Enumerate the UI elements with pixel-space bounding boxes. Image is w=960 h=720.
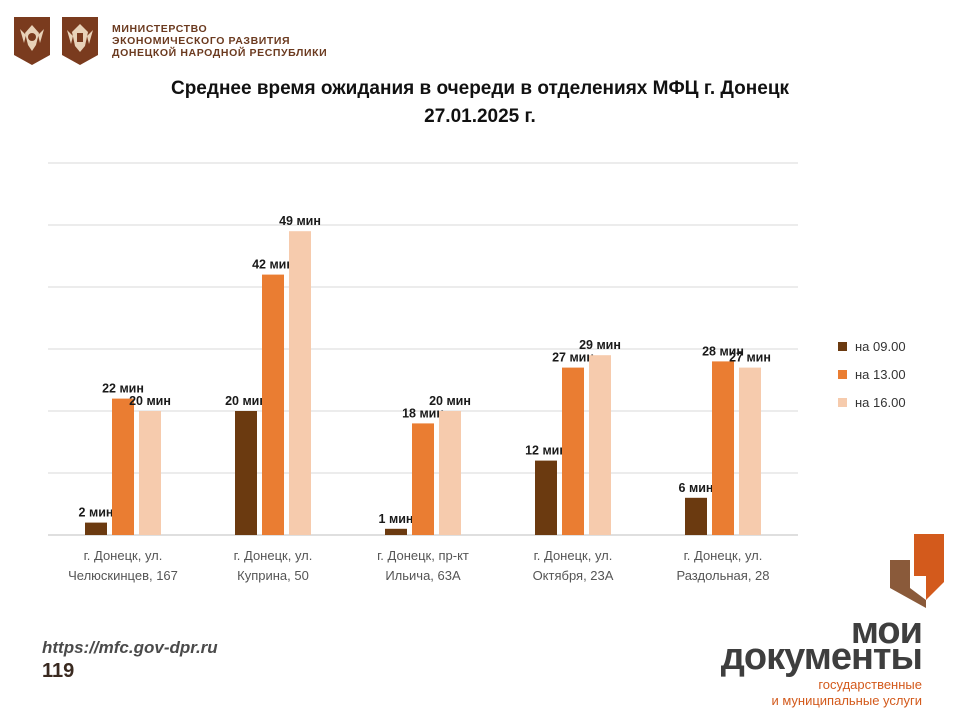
data-label: 22 мин — [102, 382, 144, 396]
data-label: 18 мин — [402, 406, 444, 420]
russia-emblem-icon — [14, 17, 50, 65]
category-label: Раздольная, 28 — [676, 568, 769, 583]
legend-item: на 13.00 — [838, 360, 906, 388]
bar — [289, 231, 311, 535]
legend-label: на 09.00 — [855, 338, 906, 354]
legend-label: на 16.00 — [855, 394, 906, 410]
data-label: 28 мин — [702, 344, 744, 358]
legend-swatch — [838, 341, 847, 351]
legend-item: на 16.00 — [838, 388, 906, 416]
header: МИНИСТЕРСТВО ЭКОНОМИЧЕСКОГО РАЗВИТИЯ ДОН… — [12, 14, 327, 68]
data-label: 6 мин — [679, 481, 714, 495]
category-label: г. Донецк, ул. — [684, 548, 763, 563]
data-label: 29 мин — [579, 338, 621, 352]
bar — [439, 411, 461, 535]
bar — [235, 411, 257, 535]
category-label: г. Донецк, ул. — [234, 548, 313, 563]
page-number: 119 — [42, 660, 75, 682]
bar — [739, 367, 761, 535]
legend-swatch — [838, 369, 847, 379]
category-label: г. Донецк, ул. — [84, 548, 163, 563]
bar — [262, 274, 284, 535]
category-label: Челюскинцев, 167 — [68, 568, 178, 583]
category-label: Ильича, 63А — [385, 568, 461, 583]
legend-swatch — [838, 397, 847, 407]
brand-name-line1: мои — [850, 610, 923, 652]
ministry-name: МИНИСТЕРСТВО ЭКОНОМИЧЕСКОГО РАЗВИТИЯ ДОН… — [112, 23, 327, 59]
bar — [85, 522, 107, 535]
brand-tagline-line: и муниципальные услуги — [771, 693, 922, 708]
data-label: 20 мин — [429, 394, 471, 408]
data-label: 49 мин — [279, 214, 321, 228]
category-label: г. Донецк, пр-кт — [377, 548, 469, 563]
data-label: 27 мин — [729, 351, 771, 365]
bar — [562, 367, 584, 535]
category-label: г. Донецк, ул. — [534, 548, 613, 563]
legend-item: на 09.00 — [838, 332, 906, 360]
chart-title-line2: 27.01.2025 г. — [424, 106, 536, 127]
bar — [112, 398, 134, 535]
ministry-line: ЭКОНОМИЧЕСКОГО РАЗВИТИЯ — [112, 35, 291, 47]
bar — [685, 497, 707, 535]
data-label: 20 мин — [129, 394, 171, 408]
bar — [139, 411, 161, 535]
data-label: 1 мин — [379, 512, 414, 526]
ministry-line: МИНИСТЕРСТВО — [112, 23, 208, 35]
bar — [385, 528, 407, 535]
website-link[interactable]: https://mfc.gov-dpr.ru — [42, 638, 218, 657]
bar — [535, 460, 557, 535]
bar — [412, 423, 434, 535]
moi-dokumenty-logo-icon — [890, 534, 944, 608]
bar — [712, 361, 734, 535]
data-label: 12 мин — [525, 444, 567, 458]
data-label: 27 мин — [552, 351, 594, 365]
chart-legend: на 09.00 на 13.00 на 16.00 — [838, 332, 906, 416]
category-label: Куприна, 50 — [237, 568, 309, 583]
dpr-emblem-icon — [62, 17, 98, 65]
ministry-line: ДОНЕЦКОЙ НАРОДНОЙ РЕСПУБЛИКИ — [112, 47, 328, 59]
data-label: 42 мин — [252, 258, 294, 272]
data-label: 2 мин — [79, 506, 114, 520]
bar — [589, 355, 611, 535]
legend-label: на 13.00 — [855, 366, 906, 382]
brand-tagline-line: государственные — [818, 677, 922, 692]
chart-title-line1: Среднее время ожидания в очереди в отдел… — [170, 78, 790, 99]
brand-name-line2: документы — [720, 636, 923, 678]
brand-tagline: государственные и муниципальные услуги — [700, 677, 922, 709]
category-label: Октября, 23А — [533, 568, 614, 583]
data-label: 20 мин — [225, 394, 267, 408]
